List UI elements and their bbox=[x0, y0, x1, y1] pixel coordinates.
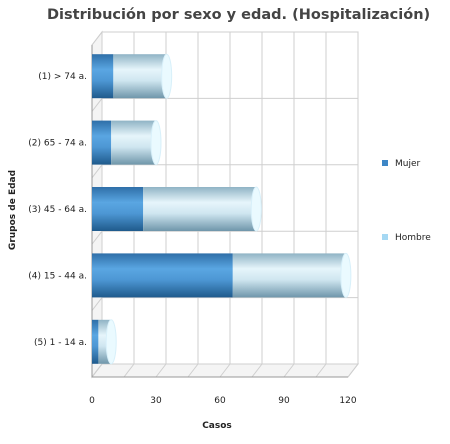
gridline-horizontal bbox=[91, 98, 103, 112]
legend-swatch bbox=[382, 234, 388, 240]
x-axis-title: Casos bbox=[202, 421, 232, 431]
gridline-floor bbox=[155, 363, 167, 378]
y-tick-label: (3) 45 - 64 a. bbox=[28, 205, 87, 215]
x-tick-label: 60 bbox=[214, 396, 226, 406]
bar-segment-hombre bbox=[232, 253, 346, 298]
bar-segment-hombre bbox=[113, 54, 167, 99]
gridline-horizontal bbox=[91, 31, 103, 46]
gridline-horizontal bbox=[91, 297, 103, 311]
legend-label: Hombre bbox=[395, 233, 431, 243]
bar-cap bbox=[105, 319, 117, 365]
bar-segment-mujer bbox=[92, 120, 112, 165]
bar-segment-mujer bbox=[92, 187, 144, 231]
gridline-floor bbox=[347, 363, 359, 378]
bars bbox=[92, 53, 352, 365]
y-tick-label: (2) 65 - 74 a. bbox=[28, 139, 87, 149]
gridline-floor bbox=[219, 363, 231, 378]
chart-title: Distribución por sexo y edad. (Hospitali… bbox=[47, 7, 430, 23]
gridline-floor bbox=[283, 363, 295, 378]
x-tick-labels: 0 30 60 90 120 bbox=[89, 396, 357, 406]
y-tick-label: (4) 15 - 44 a. bbox=[28, 271, 87, 281]
gridline-horizontal bbox=[91, 363, 103, 378]
gridline-horizontal bbox=[91, 164, 103, 179]
y-axis-title: Grupos de Edad bbox=[8, 170, 18, 250]
gridline-floor bbox=[315, 363, 327, 378]
y-tick-label: (1) > 74 a. bbox=[38, 72, 87, 82]
bar-cap bbox=[250, 186, 262, 232]
x-tick-label: 0 bbox=[89, 396, 95, 406]
bar-segment-hombre bbox=[111, 120, 156, 165]
gridline-horizontal bbox=[91, 230, 103, 245]
x-tick-label: 90 bbox=[278, 396, 290, 406]
bar-segment-mujer bbox=[92, 54, 114, 99]
x-tick-label: 30 bbox=[150, 396, 162, 406]
legend-swatch bbox=[382, 160, 388, 166]
gridline-floor bbox=[123, 363, 135, 378]
bar-segment-hombre bbox=[143, 187, 257, 231]
bar-cap bbox=[340, 252, 352, 298]
gridline-floor bbox=[187, 363, 199, 378]
bar-segment-mujer bbox=[92, 319, 99, 364]
gridline-floor bbox=[251, 363, 263, 378]
legend-label: Mujer bbox=[395, 159, 421, 169]
legend: Mujer Hombre bbox=[382, 159, 431, 243]
bar-cap bbox=[150, 120, 162, 166]
y-tick-labels: (1) > 74 a. (2) 65 - 74 a. (3) 45 - 64 a. (… bbox=[28, 72, 87, 348]
y-tick-label: (5) 1 - 14 a. bbox=[34, 338, 87, 348]
bar-segment-mujer bbox=[92, 253, 233, 298]
x-tick-label: 120 bbox=[339, 396, 356, 406]
bar-cap bbox=[161, 53, 173, 99]
